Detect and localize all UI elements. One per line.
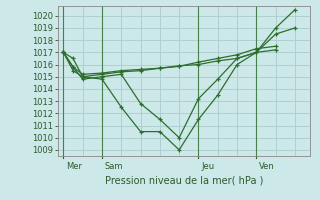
Text: Mer: Mer [66, 162, 82, 171]
Text: Ven: Ven [259, 162, 275, 171]
Text: Jeu: Jeu [201, 162, 214, 171]
X-axis label: Pression niveau de la mer( hPa ): Pression niveau de la mer( hPa ) [105, 175, 263, 185]
Text: Sam: Sam [105, 162, 124, 171]
